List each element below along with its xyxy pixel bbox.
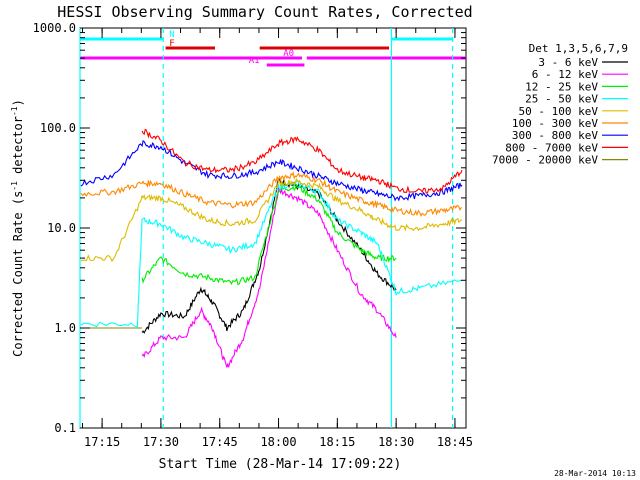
series-line-6 (80, 140, 463, 202)
legend-label: 800 - 7000 keV (505, 141, 598, 154)
flag-label-a1: A1 (249, 56, 260, 66)
flag-label-f: F (169, 39, 174, 49)
x-axis-label: Start Time (28-Mar-14 17:09:22) (159, 457, 402, 472)
y-tick-label: 1000.0 (33, 21, 76, 35)
x-tick-label: 17:30 (143, 435, 179, 449)
series-line-0 (141, 178, 397, 334)
series-line-1 (141, 187, 397, 368)
series-line-7 (141, 128, 463, 194)
series-line-2 (141, 183, 397, 286)
series-line-5 (80, 171, 463, 217)
plot-frame (79, 27, 467, 429)
series-line-4 (80, 177, 462, 263)
x-tick-label: 18:30 (378, 435, 414, 449)
chart-title: HESSI Observing Summary Count Rates, Cor… (57, 3, 472, 21)
legend-label: 12 - 25 keV (525, 80, 598, 93)
flag-label-n: N (169, 30, 174, 40)
y-axis-label: Corrected Count Rate (s-1 detector-1) (10, 99, 25, 357)
legend-label: 300 - 800 keV (512, 129, 598, 142)
x-tick-label: 18:15 (319, 435, 355, 449)
y-tick-label: 0.1 (54, 421, 76, 435)
y-tick-label: 1.0 (54, 321, 76, 335)
y-tick-label: 10.0 (47, 221, 76, 235)
footer-timestamp: 28-Mar-2014 10:13 (554, 469, 636, 478)
x-tick-label: 17:15 (84, 435, 120, 449)
legend-label: 6 - 12 keV (532, 68, 599, 81)
legend-label: 7000 - 20000 keV (492, 154, 598, 167)
legend-label: 100 - 300 keV (512, 117, 598, 130)
y-tick-label: 100.0 (40, 121, 76, 135)
legend-label: 3 - 6 keV (538, 56, 598, 69)
legend-label: 50 - 100 keV (519, 105, 599, 118)
series-line-3 (80, 180, 463, 328)
x-tick-label: 17:45 (202, 435, 238, 449)
x-tick-label: 18:45 (437, 435, 473, 449)
flag-label-a0: A0 (283, 49, 294, 59)
legend-title: Det 1,3,5,6,7,9 (529, 42, 628, 55)
x-tick-label: 18:00 (260, 435, 296, 449)
legend-label: 25 - 50 keV (525, 93, 598, 106)
